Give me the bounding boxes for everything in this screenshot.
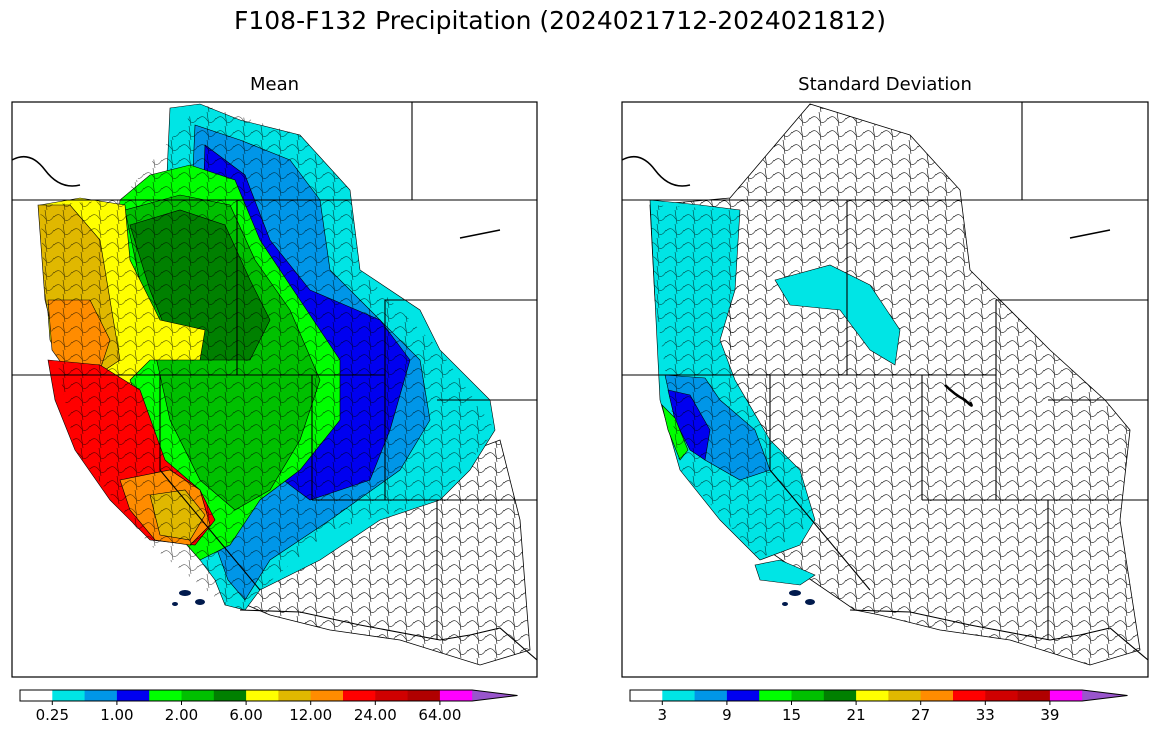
mean-colorbar-swatch xyxy=(343,690,376,701)
mean-colorbar-swatch xyxy=(439,690,473,701)
stddev-colorbar-swatch xyxy=(694,690,728,701)
mean-colorbar-swatch xyxy=(375,690,409,701)
stddev-colorbar-swatch xyxy=(953,690,986,701)
mean-colorbar-swatch xyxy=(181,690,215,701)
stddev-colorbar-swatch xyxy=(662,690,696,701)
mean-colorbar-swatch xyxy=(116,690,150,701)
mean-colorbar-tick-label: 0.25 xyxy=(36,706,69,724)
mean-colorbar-tick-label: 64.00 xyxy=(418,706,461,724)
mean-colorbar-swatch xyxy=(407,690,441,701)
mean-colorbar-swatch xyxy=(84,690,118,701)
mean-colorbar-tick-label: 6.00 xyxy=(229,706,262,724)
mean-colorbar-swatch xyxy=(20,690,53,701)
mean-colorbar: 0.25 1.00 2.00 6.00 12.00 24.00 64.00 xyxy=(19,689,518,724)
stddev-colorbar-swatch xyxy=(985,690,1019,701)
mean-map-frame xyxy=(11,101,538,678)
stddev-map xyxy=(622,102,1148,677)
stddev-map-frame xyxy=(621,101,1149,678)
stddev-panel-title: Standard Deviation xyxy=(798,74,972,95)
stddev-colorbar-swatch xyxy=(630,690,663,701)
mean-colorbar-tick-label: 2.00 xyxy=(165,706,198,724)
mean-colorbar-tick-label: 24.00 xyxy=(354,706,397,724)
stddev-colorbar-swatch xyxy=(823,690,857,701)
mean-colorbar-swatch xyxy=(278,690,312,701)
mean-colorbar-swatch xyxy=(213,690,247,701)
mean-colorbar-extend-arrow xyxy=(472,690,518,701)
mean-colorbar-swatch xyxy=(149,690,182,701)
figure-title: F108-F132 Precipitation (2024021712-2024… xyxy=(233,6,886,35)
stddev-colorbar-swatch xyxy=(791,690,825,701)
stddev-colorbar-extend-arrow xyxy=(1082,690,1128,701)
stddev-colorbar-tick-label: 27 xyxy=(911,706,930,724)
stddev-colorbar-swatch xyxy=(1017,690,1051,701)
stddev-colorbar-swatch xyxy=(1049,690,1083,701)
stddev-colorbar-tick-label: 39 xyxy=(1040,706,1059,724)
stddev-colorbar-tick-label: 3 xyxy=(658,706,668,724)
mean-colorbar-swatch xyxy=(310,690,344,701)
stddev-colorbar-swatch xyxy=(888,690,922,701)
stddev-colorbar-tick-label: 33 xyxy=(976,706,995,724)
stddev-colorbar: 3 9 15 21 27 33 39 xyxy=(629,689,1128,724)
stddev-colorbar-tick-label: 9 xyxy=(722,706,732,724)
mean-colorbar-swatch xyxy=(52,690,86,701)
stddev-colorbar-swatch xyxy=(856,690,889,701)
stddev-colorbar-tick-label: 21 xyxy=(847,706,866,724)
mean-colorbar-tick-label: 1.00 xyxy=(100,706,133,724)
mean-colorbar-tick-label: 12.00 xyxy=(289,706,332,724)
stddev-colorbar-tick-label: 15 xyxy=(782,706,801,724)
mean-panel-title: Mean xyxy=(249,74,300,95)
stddev-colorbar-swatch xyxy=(920,690,954,701)
stddev-colorbar-swatch xyxy=(726,690,760,701)
mean-map xyxy=(12,102,537,677)
stddev-colorbar-swatch xyxy=(759,690,792,701)
mean-colorbar-swatch xyxy=(246,690,279,701)
